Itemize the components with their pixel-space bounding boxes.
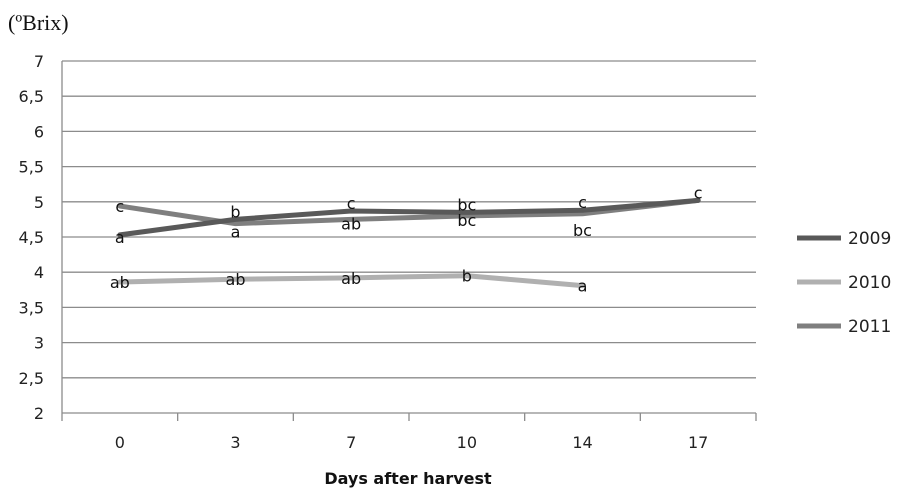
data-label: ab	[341, 214, 361, 233]
x-axis	[61, 413, 757, 421]
x-tick-labels: 0 3 7 10 14 17	[115, 433, 709, 452]
x-axis-label: Days after harvest	[324, 469, 492, 488]
y-tick-label: 6	[34, 122, 44, 141]
data-label: a	[578, 277, 588, 296]
y-tick-label: 3	[34, 334, 44, 353]
y-tick-label: 2	[34, 404, 44, 423]
y-tick-label: 5,5	[19, 158, 44, 177]
y-tick-labels: 2 2,5 3 3,5 4 4,5 5 5,5 6 6,5 7	[19, 52, 44, 423]
data-label: ab	[226, 270, 246, 289]
data-label: a	[115, 228, 125, 247]
series-lines	[117, 197, 701, 289]
legend-label: 2011	[848, 317, 891, 337]
data-label: c	[694, 183, 703, 202]
gridlines	[61, 60, 756, 414]
data-label: ab	[110, 273, 130, 292]
y-tick-label: 5	[34, 193, 44, 212]
data-label: ab	[341, 269, 361, 288]
x-tick-label: 14	[572, 433, 592, 452]
data-label: b	[230, 202, 240, 221]
x-tick-label: 3	[230, 433, 240, 452]
series-line-2010	[117, 273, 585, 289]
x-tick-label: 10	[457, 433, 477, 452]
legend: 2009 2010 2011	[797, 229, 891, 337]
data-label: a	[231, 223, 241, 242]
series-line-2009	[117, 197, 701, 238]
data-label: c	[347, 194, 356, 213]
data-label: bc	[573, 221, 592, 240]
y-tick-label: 7	[34, 52, 44, 71]
y-axis-label: (ºBrix)	[8, 10, 69, 35]
y-tick-label: 4	[34, 263, 44, 282]
y-tick-label: 2,5	[19, 369, 44, 388]
data-label: b	[462, 267, 472, 286]
legend-label: 2009	[848, 229, 891, 249]
x-tick-label: 7	[346, 433, 356, 452]
data-label: c	[578, 193, 587, 212]
x-tick-label: 0	[115, 433, 125, 452]
x-tick-label: 17	[688, 433, 708, 452]
data-label: bc	[457, 211, 476, 230]
y-tick-label: 4,5	[19, 228, 44, 247]
y-tick-label: 3,5	[19, 298, 44, 317]
data-label: bc	[457, 195, 476, 214]
data-label: c	[115, 197, 124, 216]
legend-label: 2010	[848, 273, 891, 293]
y-tick-label: 6,5	[19, 87, 44, 106]
